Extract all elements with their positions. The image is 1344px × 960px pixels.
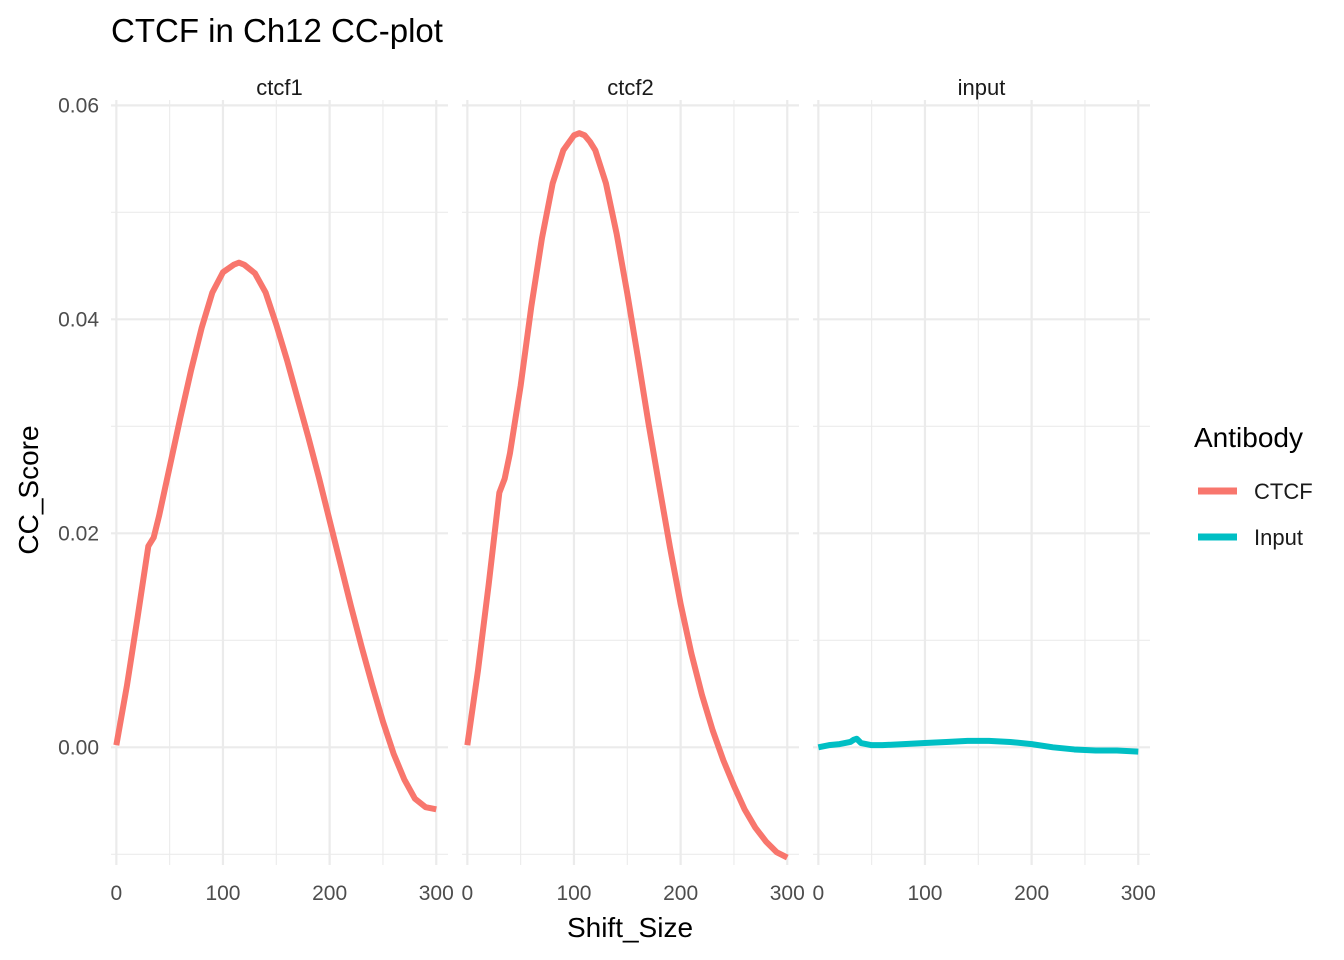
y-tick-label: 0.06: [58, 94, 99, 117]
y-tick-label: 0.02: [58, 522, 99, 545]
x-tick-label: 200: [1014, 882, 1049, 905]
x-tick-label: 100: [556, 882, 591, 905]
legend: Antibody CTCF Input: [1194, 422, 1313, 550]
legend-item-input: Input: [1198, 525, 1303, 550]
facet-strip-label: input: [958, 75, 1006, 100]
x-tick-label: 300: [419, 882, 454, 905]
x-tick-label: 100: [907, 882, 942, 905]
x-tick-label: 100: [205, 882, 240, 905]
facet-strip-label: ctcf2: [607, 75, 653, 100]
series-line-ctcf-ctcf1: [113, 259, 437, 813]
x-tick-label: 300: [770, 882, 805, 905]
x-tick-label: 0: [461, 882, 473, 905]
y-tick-label: 0.00: [58, 736, 99, 759]
series-line-input-input: [817, 735, 1139, 755]
x-tick-label: 300: [1121, 882, 1156, 905]
facet-panel-input: input 0 100 200 300: [812, 75, 1155, 905]
x-tick-label: 0: [110, 882, 122, 905]
y-tick-label: 0.04: [58, 308, 99, 331]
facet-panels: ctcf1 0 100 200 300 ctcf2 0 100 200 300 input 0 100 2…: [110, 75, 1155, 905]
x-tick-label: 0: [812, 882, 824, 905]
facet-panel-ctcf2: ctcf2 0 100 200 300: [461, 75, 804, 905]
legend-item-ctcf: CTCF: [1198, 479, 1313, 504]
y-axis: 0.00 0.02 0.04 0.06: [58, 94, 99, 759]
legend-items: CTCF Input: [1198, 479, 1313, 550]
x-tick-label: 200: [312, 882, 347, 905]
y-axis-title: CC_Score: [13, 425, 44, 554]
legend-label: Input: [1254, 525, 1303, 550]
legend-title: Antibody: [1194, 422, 1303, 453]
facet-strip-label: ctcf1: [256, 75, 302, 100]
facet-panel-ctcf1: ctcf1 0 100 200 300: [110, 75, 453, 905]
chart-title: CTCF in Ch12 CC-plot: [111, 12, 443, 49]
legend-label: CTCF: [1254, 479, 1313, 504]
series-line-ctcf-ctcf2: [464, 130, 789, 861]
x-tick-label: 200: [663, 882, 698, 905]
x-axis-title: Shift_Size: [567, 912, 693, 943]
